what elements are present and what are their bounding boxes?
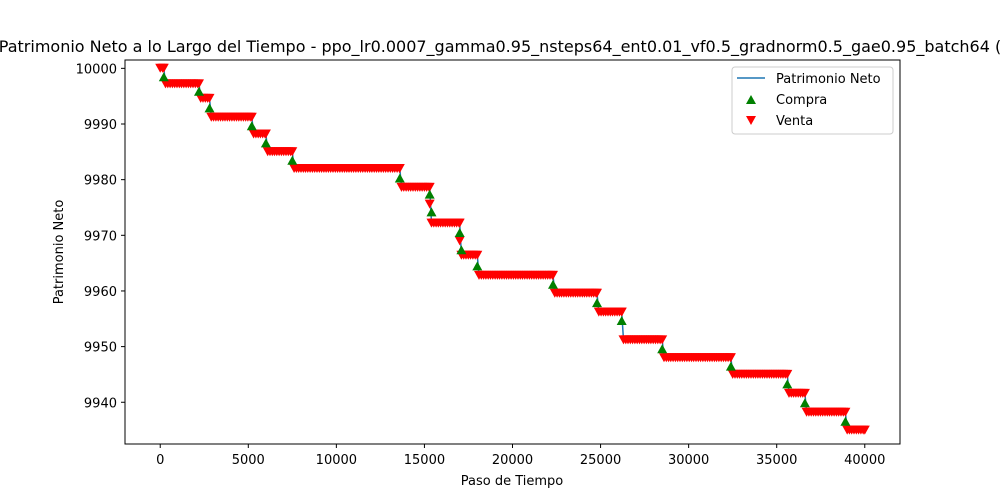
sell-marker xyxy=(472,250,483,260)
x-tick-label: 0 xyxy=(156,453,164,468)
y-tick-label: 9970 xyxy=(84,229,117,244)
x-tick-label: 5000 xyxy=(232,453,265,468)
buy-marker xyxy=(616,316,627,325)
buy-marker xyxy=(424,189,435,199)
legend-box xyxy=(731,66,894,135)
legend-label-sell: Venta xyxy=(776,114,813,129)
legend-label-net-worth: Patrimonio Neto xyxy=(776,72,881,87)
buy-marker xyxy=(454,228,465,237)
sell-marker xyxy=(424,199,435,209)
sell-marker xyxy=(840,407,851,417)
y-axis: 9940 9950 9960 9970 9980 9990 10000 xyxy=(76,62,125,411)
x-tick-label: 25000 xyxy=(580,453,621,468)
legend-sell-marker xyxy=(746,116,756,125)
y-axis-label: Patrimonio Neto xyxy=(52,200,67,305)
y-tick-label: 9990 xyxy=(84,118,117,133)
sell-marker xyxy=(859,425,870,435)
x-tick-label: 35000 xyxy=(756,453,797,468)
sell-marker xyxy=(158,63,169,73)
legend-label-buy: Compra xyxy=(776,93,827,108)
x-tick-label: 20000 xyxy=(492,453,533,468)
x-tick-label: 40000 xyxy=(844,453,885,468)
sell-marker xyxy=(287,147,298,157)
buy-marker xyxy=(194,86,204,96)
buy-marker xyxy=(725,361,736,371)
buy-marker xyxy=(799,398,810,408)
buy-markers xyxy=(158,72,851,426)
sell-markers xyxy=(155,63,870,435)
chart-title: Patrimonio Neto a lo Largo del Tiempo - … xyxy=(0,37,1000,57)
sell-marker xyxy=(799,388,810,398)
y-tick-label: 10000 xyxy=(76,62,117,77)
y-tick-label: 9960 xyxy=(84,285,117,300)
x-axis-label: Paso de Tiempo xyxy=(461,474,564,489)
y-tick-label: 9950 xyxy=(84,341,117,356)
x-tick-label: 30000 xyxy=(668,453,709,468)
buy-marker xyxy=(394,173,405,183)
y-tick-label: 9940 xyxy=(84,396,117,411)
x-axis: 0 5000 10000 15000 20000 25000 30000 35000 40000 xyxy=(156,444,885,468)
sell-marker xyxy=(424,182,435,192)
buy-marker xyxy=(548,279,558,289)
sell-marker xyxy=(592,288,602,298)
buy-marker xyxy=(472,261,483,271)
legend: Patrimonio Neto Compra Venta xyxy=(731,66,894,135)
sell-marker xyxy=(616,307,627,317)
legend-buy-marker xyxy=(746,95,756,104)
x-tick-label: 15000 xyxy=(404,453,445,468)
buy-marker xyxy=(592,298,602,308)
buy-marker xyxy=(246,121,257,131)
buy-marker xyxy=(782,379,793,389)
plot-data xyxy=(155,63,870,435)
sell-marker xyxy=(246,112,257,122)
sell-marker xyxy=(454,218,465,228)
buy-marker xyxy=(260,138,271,148)
buy-marker xyxy=(840,416,851,426)
sell-marker xyxy=(194,79,204,89)
buy-marker xyxy=(426,207,437,217)
x-tick-label: 10000 xyxy=(316,453,357,468)
sell-marker xyxy=(782,369,793,379)
sell-marker xyxy=(657,335,668,345)
buy-marker xyxy=(287,155,298,165)
buy-marker xyxy=(456,245,467,255)
sell-marker xyxy=(204,93,215,103)
sell-marker xyxy=(394,164,405,173)
buy-marker xyxy=(158,72,169,82)
sell-marker xyxy=(725,353,736,363)
buy-marker xyxy=(657,344,668,354)
sell-marker xyxy=(454,236,465,246)
sell-marker xyxy=(260,129,271,139)
buy-marker xyxy=(204,103,215,113)
y-tick-label: 9980 xyxy=(84,174,117,189)
sell-marker xyxy=(548,270,558,280)
